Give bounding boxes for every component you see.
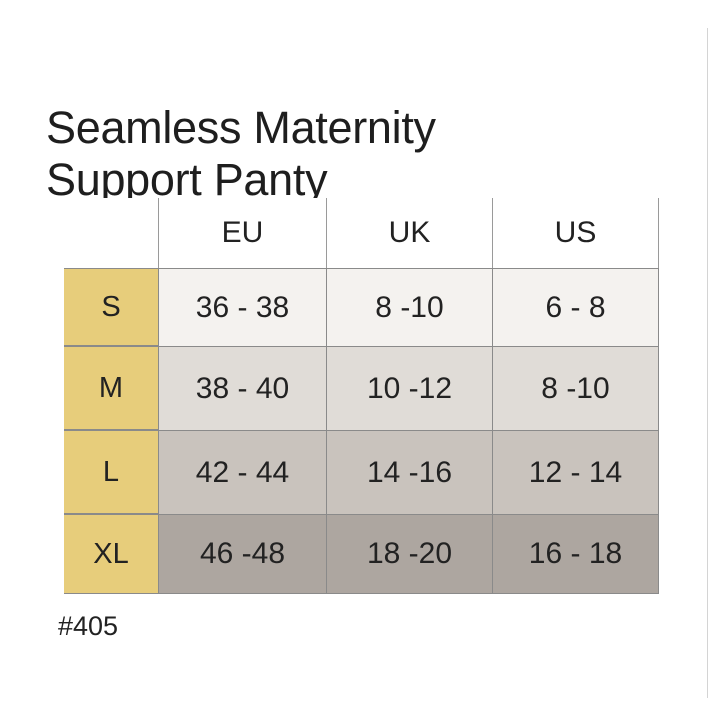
column-header-uk: UK	[326, 198, 492, 268]
cell-xl-eu: 46 -48	[158, 514, 326, 594]
cell-m-us: 8 -10	[492, 346, 659, 430]
product-code: #405	[58, 611, 119, 641]
size-label-l: L	[64, 430, 158, 514]
size-label-xl: XL	[64, 514, 158, 594]
title-line-2: Support Panty	[46, 154, 328, 206]
size-label-m: M	[64, 346, 158, 430]
cell-xl-us: 16 - 18	[492, 514, 659, 594]
cell-m-uk: 10 -12	[326, 346, 492, 430]
cell-s-us: 6 - 8	[492, 268, 659, 346]
header-corner	[64, 198, 158, 268]
cell-s-eu: 36 - 38	[158, 268, 326, 346]
size-chart-table: EU UK US S 36 - 38 8 -10 6 - 8 M 38 - 40…	[64, 198, 659, 594]
cell-xl-uk: 18 -20	[326, 514, 492, 594]
column-header-eu: EU	[158, 198, 326, 268]
cell-l-uk: 14 -16	[326, 430, 492, 514]
title-line-1: Seamless Maternity	[46, 102, 436, 154]
cell-l-eu: 42 - 44	[158, 430, 326, 514]
size-label-s: S	[64, 268, 158, 346]
cell-m-eu: 38 - 40	[158, 346, 326, 430]
page-divider	[707, 28, 708, 698]
column-header-us: US	[492, 198, 659, 268]
cell-s-uk: 8 -10	[326, 268, 492, 346]
page-title: Seamless Maternity Support Panty	[46, 102, 436, 206]
cell-l-us: 12 - 14	[492, 430, 659, 514]
